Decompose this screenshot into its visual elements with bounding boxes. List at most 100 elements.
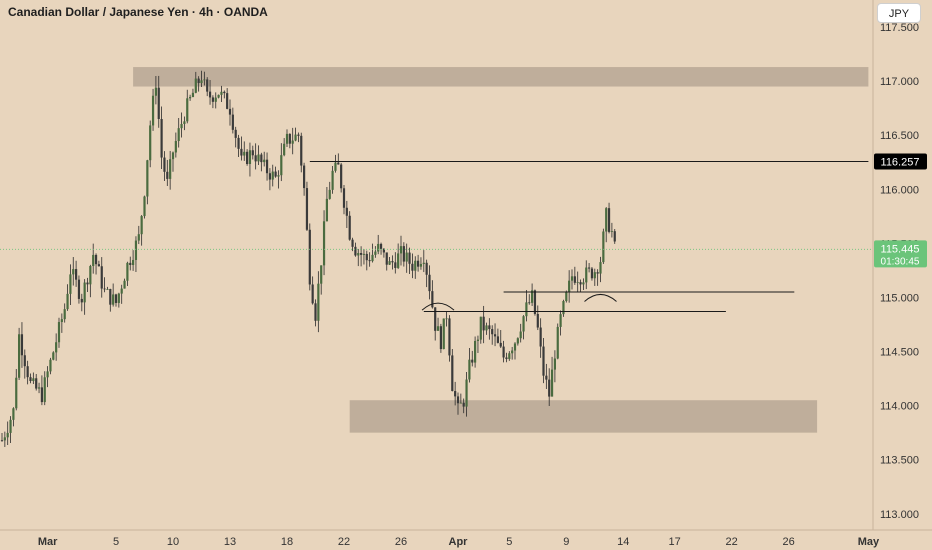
candle-body bbox=[562, 301, 565, 315]
candle-body bbox=[154, 87, 157, 96]
candle-body bbox=[496, 336, 499, 343]
candle-body bbox=[129, 262, 132, 266]
candle-body bbox=[402, 246, 405, 262]
candle-body bbox=[177, 128, 180, 142]
candle-body bbox=[605, 208, 608, 232]
candle-body bbox=[174, 141, 177, 153]
candle-body bbox=[431, 291, 434, 308]
candle-body bbox=[379, 243, 383, 249]
candle-body bbox=[183, 121, 186, 125]
candle-body bbox=[491, 329, 494, 335]
candle-body bbox=[539, 327, 542, 347]
candle-body bbox=[40, 387, 43, 403]
candle-body bbox=[280, 155, 283, 176]
candle-body bbox=[576, 282, 579, 283]
candle-body bbox=[422, 262, 425, 264]
candle-body bbox=[425, 262, 428, 275]
candle-body bbox=[417, 260, 420, 267]
candle-body bbox=[231, 114, 234, 130]
candle-body bbox=[411, 263, 414, 271]
candle-body bbox=[126, 262, 129, 281]
candle-body bbox=[565, 292, 568, 302]
candle-body bbox=[285, 133, 289, 144]
candle-body bbox=[542, 346, 545, 376]
candle-body bbox=[46, 371, 49, 378]
candle-body bbox=[374, 251, 377, 255]
candle-body bbox=[265, 159, 269, 174]
candle-body bbox=[112, 294, 115, 305]
level-label-bg bbox=[874, 153, 927, 170]
candle-body bbox=[208, 91, 212, 98]
candle-body bbox=[525, 302, 528, 317]
pattern-arc bbox=[421, 302, 455, 311]
candle-body bbox=[291, 140, 294, 144]
y-tick-label: 113.000 bbox=[880, 509, 919, 521]
x-tick-label: May bbox=[858, 536, 880, 548]
candle-body bbox=[508, 353, 511, 359]
candle-body bbox=[166, 171, 169, 179]
x-tick-label: 22 bbox=[725, 536, 737, 548]
candle-body bbox=[149, 125, 152, 161]
candle-body bbox=[599, 262, 602, 274]
candle-body bbox=[434, 307, 437, 331]
candle-body bbox=[103, 288, 106, 290]
candle-body bbox=[260, 154, 263, 163]
candle-body bbox=[479, 316, 482, 340]
candle-body bbox=[9, 419, 12, 433]
x-tick-label: 22 bbox=[338, 536, 350, 548]
candle-body bbox=[52, 352, 55, 360]
candle-body bbox=[582, 282, 585, 285]
candle-body bbox=[362, 253, 366, 255]
candle-body bbox=[263, 159, 266, 163]
lines-layer bbox=[0, 160, 873, 313]
candle-body bbox=[408, 252, 411, 264]
candle-body bbox=[60, 319, 63, 323]
candle-body bbox=[391, 261, 394, 263]
candle-body bbox=[26, 366, 29, 378]
candle-body bbox=[143, 196, 146, 217]
candle-body bbox=[89, 266, 92, 285]
currency-button[interactable]: JPY bbox=[877, 3, 921, 23]
candle-body bbox=[75, 269, 78, 280]
candle-body bbox=[123, 280, 126, 289]
candle-body bbox=[97, 264, 100, 267]
candle-body bbox=[200, 80, 203, 84]
candle-body bbox=[585, 267, 588, 283]
candle-body bbox=[436, 326, 440, 331]
candle-body bbox=[345, 207, 348, 216]
candle-body bbox=[0, 440, 4, 442]
candle-body bbox=[297, 134, 300, 136]
y-tick-label: 117.000 bbox=[880, 76, 919, 88]
candle-body bbox=[217, 94, 220, 98]
candle-body bbox=[596, 272, 599, 274]
candle-body bbox=[191, 92, 195, 97]
candle-body bbox=[399, 246, 403, 254]
candle-body bbox=[459, 402, 462, 404]
candle-body bbox=[365, 253, 368, 261]
candle-body bbox=[397, 253, 400, 268]
candle-body bbox=[488, 325, 491, 330]
candle-body bbox=[171, 152, 175, 160]
candle-body bbox=[140, 216, 143, 235]
candle-body bbox=[237, 137, 240, 149]
candle-body bbox=[394, 262, 397, 268]
candle-body bbox=[593, 272, 596, 279]
candle-body bbox=[288, 133, 291, 144]
candle-body bbox=[414, 260, 417, 271]
x-tick-label: 10 bbox=[167, 536, 179, 548]
candle-body bbox=[556, 326, 559, 359]
candle-body bbox=[550, 369, 554, 397]
x-tick-label: Mar bbox=[38, 536, 58, 548]
x-tick-label: 18 bbox=[281, 536, 293, 548]
candle-body bbox=[348, 215, 351, 240]
candle-body bbox=[114, 294, 118, 303]
x-tick-label: Apr bbox=[449, 536, 469, 548]
pattern-arc bbox=[584, 293, 617, 302]
candle-body bbox=[388, 261, 391, 265]
candle-body bbox=[32, 378, 35, 382]
candle-body bbox=[6, 432, 9, 438]
candle-body bbox=[80, 298, 83, 303]
